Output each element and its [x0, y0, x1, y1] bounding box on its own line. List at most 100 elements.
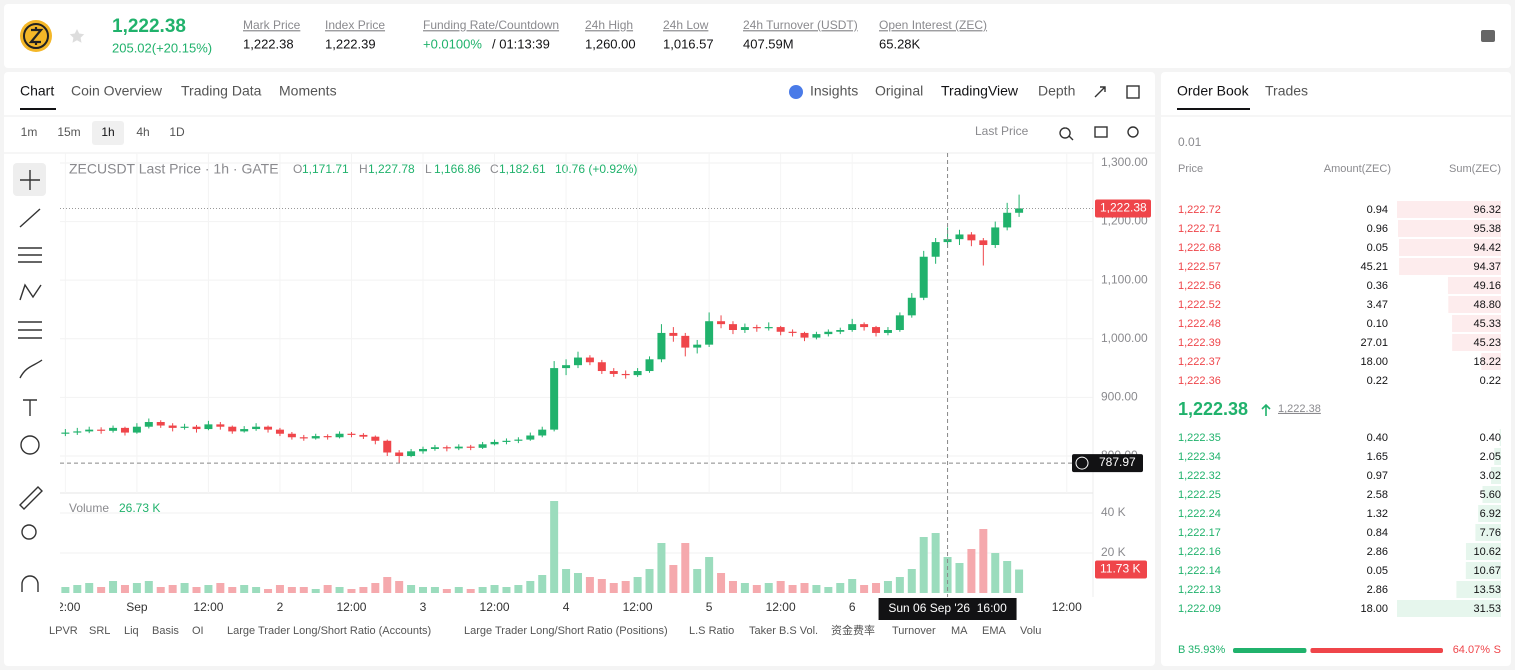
tool-lines[interactable] — [18, 247, 42, 263]
tick-size[interactable]: 0.01 — [1178, 135, 1202, 149]
indicator[interactable]: 资金费率 — [831, 623, 875, 637]
indicator[interactable]: Large Trader Long/Short Ratio (Positions… — [464, 625, 668, 637]
crosshair-time: Sun 06 Sep '26 16:00 — [888, 601, 1007, 615]
sum: 13.53 — [1473, 584, 1501, 596]
candle-body — [430, 447, 439, 449]
chart-toolbar-icons — [1059, 85, 1140, 141]
stat-label: Open Interest (ZEC) — [879, 18, 987, 32]
candle-body — [633, 371, 642, 376]
orderbook-tab[interactable]: Trades — [1265, 83, 1308, 99]
chart-panel — [4, 72, 1155, 666]
up-arrow — [1261, 403, 1271, 416]
indicator[interactable]: SRL — [89, 625, 110, 637]
tool-ruler[interactable] — [19, 486, 43, 510]
depth-bar — [1397, 201, 1501, 218]
interval[interactable]: 1h — [101, 125, 114, 139]
chart-tab[interactable]: Coin Overview — [71, 83, 163, 99]
candle-body — [657, 332, 666, 360]
indicator[interactable]: Volu — [1020, 625, 1041, 637]
chart-tab[interactable]: Chart — [20, 83, 54, 99]
candle-body — [335, 433, 344, 438]
buy-ratio: 35.93% — [1188, 644, 1226, 656]
volume-bar — [371, 583, 380, 593]
volume-bar — [728, 581, 737, 593]
candle-body — [609, 371, 618, 374]
header-icon[interactable] — [1481, 30, 1495, 42]
tool-magnet[interactable] — [21, 575, 39, 592]
depth-bar — [1448, 296, 1501, 313]
indicator[interactable]: EMA — [982, 625, 1007, 637]
candle-body — [788, 331, 797, 333]
indicator[interactable]: MA — [951, 625, 968, 637]
depth-bar — [1465, 562, 1501, 579]
layout-icon[interactable] — [1126, 85, 1140, 99]
candle-body — [490, 441, 499, 445]
chart-tab[interactable]: Trading Data — [181, 83, 262, 99]
volume-bar — [526, 581, 535, 593]
tool-crosshair[interactable] — [20, 170, 40, 190]
volume-bar — [776, 581, 785, 593]
candle-body — [836, 330, 845, 332]
view-tab[interactable]: Depth — [1038, 83, 1075, 99]
stat-label: Index Price — [325, 18, 385, 32]
view-tab[interactable]: TradingView — [941, 83, 1019, 99]
interval[interactable]: 1D — [169, 125, 185, 139]
volume-bar — [848, 579, 857, 593]
interval[interactable]: 1m — [21, 125, 38, 139]
indicator[interactable]: Large Trader Long/Short Ratio (Accounts) — [227, 625, 431, 637]
sum: 49.16 — [1473, 280, 1501, 292]
volume-bar — [609, 583, 618, 593]
volume-bar — [705, 557, 714, 593]
amount: 2.86 — [1367, 584, 1388, 596]
indicator[interactable]: Liq — [124, 625, 139, 637]
sum: 48.80 — [1473, 299, 1501, 311]
x-tick-label: 5 — [706, 600, 713, 614]
candle-body — [776, 327, 785, 332]
search-icon[interactable] — [1059, 127, 1074, 141]
settings-icon[interactable] — [1127, 126, 1139, 138]
candle-body — [693, 344, 702, 348]
volume-last-tag — [1095, 560, 1147, 579]
x-tick-label: 12:00 — [50, 600, 80, 614]
indicator[interactable]: LPVR — [49, 625, 78, 637]
view-tab[interactable]: Original — [875, 83, 923, 99]
tool-fib[interactable] — [18, 321, 42, 339]
orderbook-tab[interactable]: Order Book — [1177, 83, 1250, 99]
x-tick-label: 3 — [420, 600, 427, 614]
depth-bar — [1447, 277, 1501, 294]
amount: 0.05 — [1367, 242, 1388, 254]
volume-bar — [538, 575, 547, 593]
sum: 3.02 — [1480, 470, 1501, 482]
camera-icon[interactable] — [1094, 126, 1108, 138]
volume-bar — [514, 585, 523, 593]
tool-text[interactable] — [23, 399, 37, 416]
chart-tab[interactable]: Moments — [279, 83, 337, 99]
sum: 2.05 — [1480, 451, 1501, 463]
header-change: 205.02(+20.15%) — [112, 40, 212, 55]
indicator[interactable]: Turnover — [892, 625, 936, 637]
indicator[interactable]: OI — [192, 625, 204, 637]
volume-bar — [419, 587, 428, 593]
volume-tick-label: 20 K — [1101, 545, 1126, 559]
candle-body — [419, 448, 428, 452]
volume-bar — [836, 583, 845, 593]
tool-pattern[interactable] — [19, 283, 42, 301]
mid-price: 1,222.38 — [1178, 399, 1248, 419]
candle-body — [299, 437, 308, 439]
tool-zoom[interactable] — [21, 524, 37, 540]
interval-active — [92, 121, 124, 145]
expand-icon[interactable] — [1094, 86, 1106, 98]
indicator[interactable]: L.S Ratio — [689, 625, 734, 637]
favorite-star[interactable] — [69, 29, 85, 43]
tool-brush[interactable] — [19, 359, 43, 379]
volume-bar — [240, 585, 249, 593]
price-type[interactable]: Last Price — [975, 124, 1029, 138]
interval[interactable]: 4h — [136, 125, 149, 139]
view-tab[interactable]: Insights — [810, 83, 858, 99]
interval[interactable]: 15m — [57, 125, 80, 139]
candle-body — [168, 425, 177, 428]
indicator[interactable]: Basis — [152, 625, 179, 637]
indicator[interactable]: Taker B.S Vol. — [749, 625, 818, 637]
tool-line[interactable] — [19, 208, 41, 228]
tool-emoji[interactable] — [20, 435, 40, 455]
